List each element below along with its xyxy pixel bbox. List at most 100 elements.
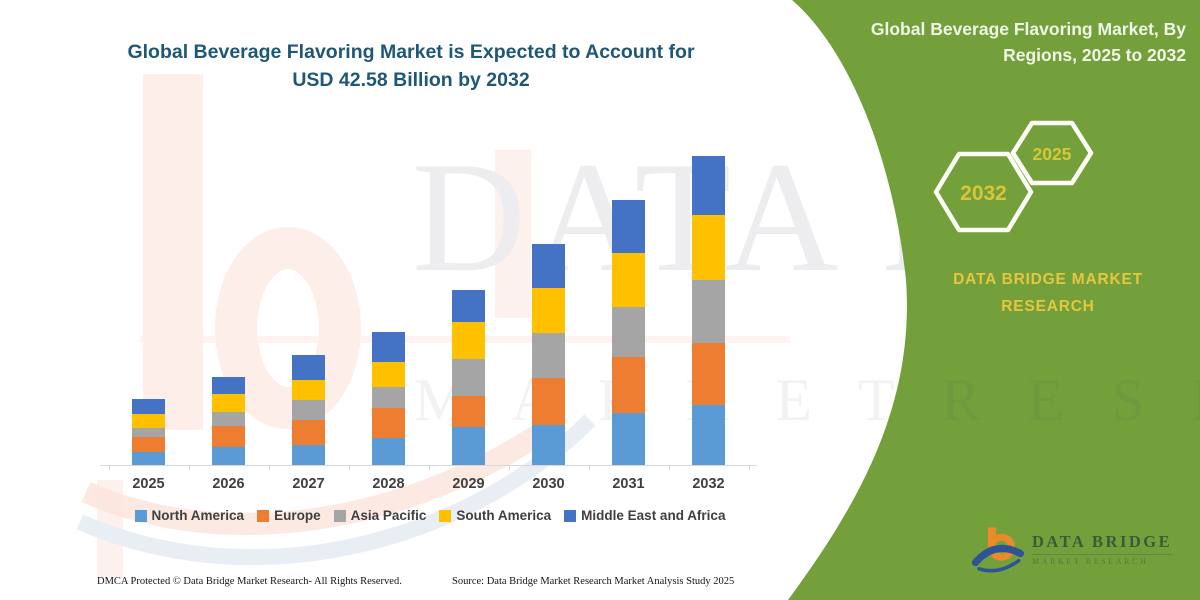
bar-segment [692, 156, 725, 216]
bar-segment [292, 355, 325, 380]
legend: North America Europe Asia Pacific South Ame… [100, 508, 760, 523]
chart-title: Global Beverage Flavoring Market is Expe… [55, 38, 767, 94]
bar-segment [212, 376, 245, 395]
bar-segment [612, 356, 645, 414]
brand-line2: RESEARCH [1001, 298, 1095, 315]
bar-segment [532, 244, 565, 289]
bar-segment [452, 359, 485, 397]
chart-title-line1: Global Beverage Flavoring Market is Expe… [127, 41, 695, 63]
legend-label: Middle East and Africa [581, 508, 726, 523]
legend-label: Asia Pacific [350, 508, 427, 523]
hexagon-2032-icon [933, 151, 1034, 233]
hexagon-2025-icon [1010, 120, 1094, 186]
bar-segment [372, 438, 405, 465]
bar-segment [452, 396, 485, 428]
legend-item: South America [439, 508, 551, 523]
bar-segment [692, 280, 725, 344]
side-panel-heading: Global Beverage Flavoring Market, By Reg… [794, 16, 1186, 68]
stacked-bar-2030 [532, 244, 565, 465]
axis-tick [108, 466, 110, 470]
brand-wordmark: DATA BRIDGE MARKET RESEARCH [898, 266, 1198, 320]
bar-segment [132, 437, 165, 452]
stacked-bar-2027 [292, 355, 325, 465]
legend-item: Middle East and Africa [564, 508, 725, 523]
bar-segment [372, 361, 405, 387]
bar-segment [532, 378, 565, 425]
stacked-bar-2031 [612, 199, 645, 465]
legend-swatch-icon [439, 509, 452, 522]
bar-segment [212, 412, 245, 426]
bar-segment [292, 380, 325, 400]
logo-name: DATA BRIDGE [1032, 532, 1173, 551]
x-axis-label: 2030 [532, 476, 565, 492]
x-axis-label: 2028 [372, 476, 405, 492]
bar-segment [612, 306, 645, 357]
bar-segment [372, 408, 405, 439]
watermark-b-bowl [215, 227, 361, 429]
bar-segment [452, 290, 485, 323]
axis-tick [428, 466, 430, 470]
logo-subtitle: MARKET RESEARCH [1032, 554, 1173, 566]
hexagon-2025-label: 2025 [1033, 144, 1072, 164]
axis-tick [188, 466, 190, 470]
legend-swatch-icon [564, 509, 577, 522]
bar-segment [612, 252, 645, 307]
bar-segment [692, 343, 725, 405]
side-panel-heading-line2: Regions, 2025 to 2032 [1003, 45, 1186, 65]
legend-label: Europe [274, 508, 321, 523]
side-panel-heading-line1: Global Beverage Flavoring Market, By [870, 19, 1186, 39]
legend-item: Europe [257, 508, 321, 523]
bar-segment [612, 413, 645, 465]
bar-segment [292, 445, 325, 465]
side-panel-shape [788, 0, 1200, 600]
legend-label: North America [151, 508, 245, 523]
x-axis-label: 2026 [212, 476, 245, 492]
bar-segment [292, 420, 325, 445]
watermark-swoosh-orange [81, 411, 567, 536]
x-axis-label: 2031 [612, 476, 645, 492]
x-axis-label: 2029 [452, 476, 485, 492]
bar-segment [132, 452, 165, 465]
plot-area [100, 140, 760, 470]
bar-segment [132, 414, 165, 428]
stacked-bar-2032 [692, 156, 725, 465]
bar-segment [132, 399, 165, 415]
bar-segment [532, 333, 565, 379]
bar-segment [212, 447, 245, 465]
x-axis-label: 2027 [292, 476, 325, 492]
brand-line1: DATA BRIDGE MARKET [953, 271, 1143, 288]
bar-segment [692, 215, 725, 281]
legend-swatch-icon [257, 509, 270, 522]
x-axis-label: 2025 [132, 476, 165, 492]
legend-item: North America [134, 508, 245, 523]
bar-segment [212, 425, 245, 448]
bar-segment [132, 427, 165, 437]
legend-swatch-icon [333, 509, 346, 522]
footer-source: Source: Data Bridge Market Research Mark… [452, 576, 735, 587]
chart-title-line2: USD 42.58 Billion by 2032 [292, 69, 530, 91]
stacked-bar-2026 [212, 376, 245, 465]
x-axis-label: 2032 [692, 476, 725, 492]
legend-item: Asia Pacific [333, 508, 427, 523]
axis-tick [508, 466, 510, 470]
legend-swatch-icon [134, 509, 147, 522]
company-logo: DATA BRIDGE MARKET RESEARCH [970, 522, 1173, 576]
databridge-logo-icon [971, 527, 1024, 573]
axis-tick [348, 466, 350, 470]
bar-segment [372, 386, 405, 409]
bar-segment [212, 394, 245, 413]
axis-tick [668, 466, 670, 470]
bar-segment [292, 400, 325, 420]
watermark-swoosh-blue [76, 414, 596, 566]
x-axis-labels: 2025 2026 2027 2028 2029 2030 2031 2032 [100, 476, 760, 496]
bar-segment [372, 331, 405, 362]
stacked-bar-2025 [132, 399, 165, 465]
stacked-bar-2029 [452, 290, 485, 465]
axis-tick [588, 466, 590, 470]
bar-segment [452, 322, 485, 360]
bar-segment [452, 427, 485, 465]
bar-segment [532, 425, 565, 465]
